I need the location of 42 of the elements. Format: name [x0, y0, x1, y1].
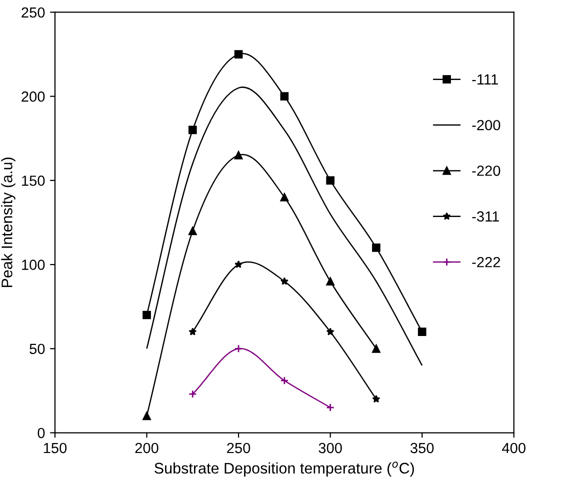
point — [142, 310, 151, 320]
y-tick-label: 150 — [22, 176, 45, 186]
legend-label: -200 — [472, 120, 500, 130]
x-axis-title: Substrate Deposition temperature ($^{o}$C) — [154, 462, 414, 477]
point — [234, 260, 243, 268]
legend-label: -220 — [472, 166, 500, 176]
legend-label: -311 — [472, 211, 499, 222]
legend-label: -222 — [472, 256, 500, 268]
y-tick-label: 200 — [22, 91, 45, 102]
x-tick-label: 250 — [227, 442, 250, 454]
y-axis-title: Peak Intensity (a.u) — [1, 158, 16, 288]
y-tick-label: 50 — [30, 344, 45, 354]
point — [280, 277, 288, 285]
point — [280, 376, 289, 385]
x-tick-label: 400 — [502, 442, 526, 454]
x-tick-label: 150 — [44, 442, 67, 454]
point — [234, 344, 243, 353]
point — [326, 277, 334, 286]
point — [234, 50, 243, 58]
point — [326, 176, 334, 185]
point — [188, 226, 197, 236]
point — [372, 244, 380, 252]
y-tick-label: 100 — [22, 260, 45, 270]
point — [418, 328, 426, 336]
x-tick-label: 200 — [135, 442, 158, 454]
point — [372, 394, 380, 403]
point — [188, 390, 197, 398]
point — [326, 328, 334, 336]
line-series — [146, 86, 423, 366]
x-tick-label: 350 — [410, 442, 434, 454]
point — [280, 92, 289, 100]
point — [326, 403, 334, 412]
point — [188, 126, 197, 134]
x-tick-label: 300 — [318, 442, 342, 454]
y-tick-label: 0 — [38, 428, 45, 438]
point — [280, 193, 289, 202]
point — [142, 412, 151, 420]
y-tick-label: 250 — [22, 7, 45, 18]
point — [372, 344, 380, 353]
point — [234, 151, 243, 160]
point — [188, 328, 197, 336]
legend-label: -111 — [472, 74, 498, 84]
